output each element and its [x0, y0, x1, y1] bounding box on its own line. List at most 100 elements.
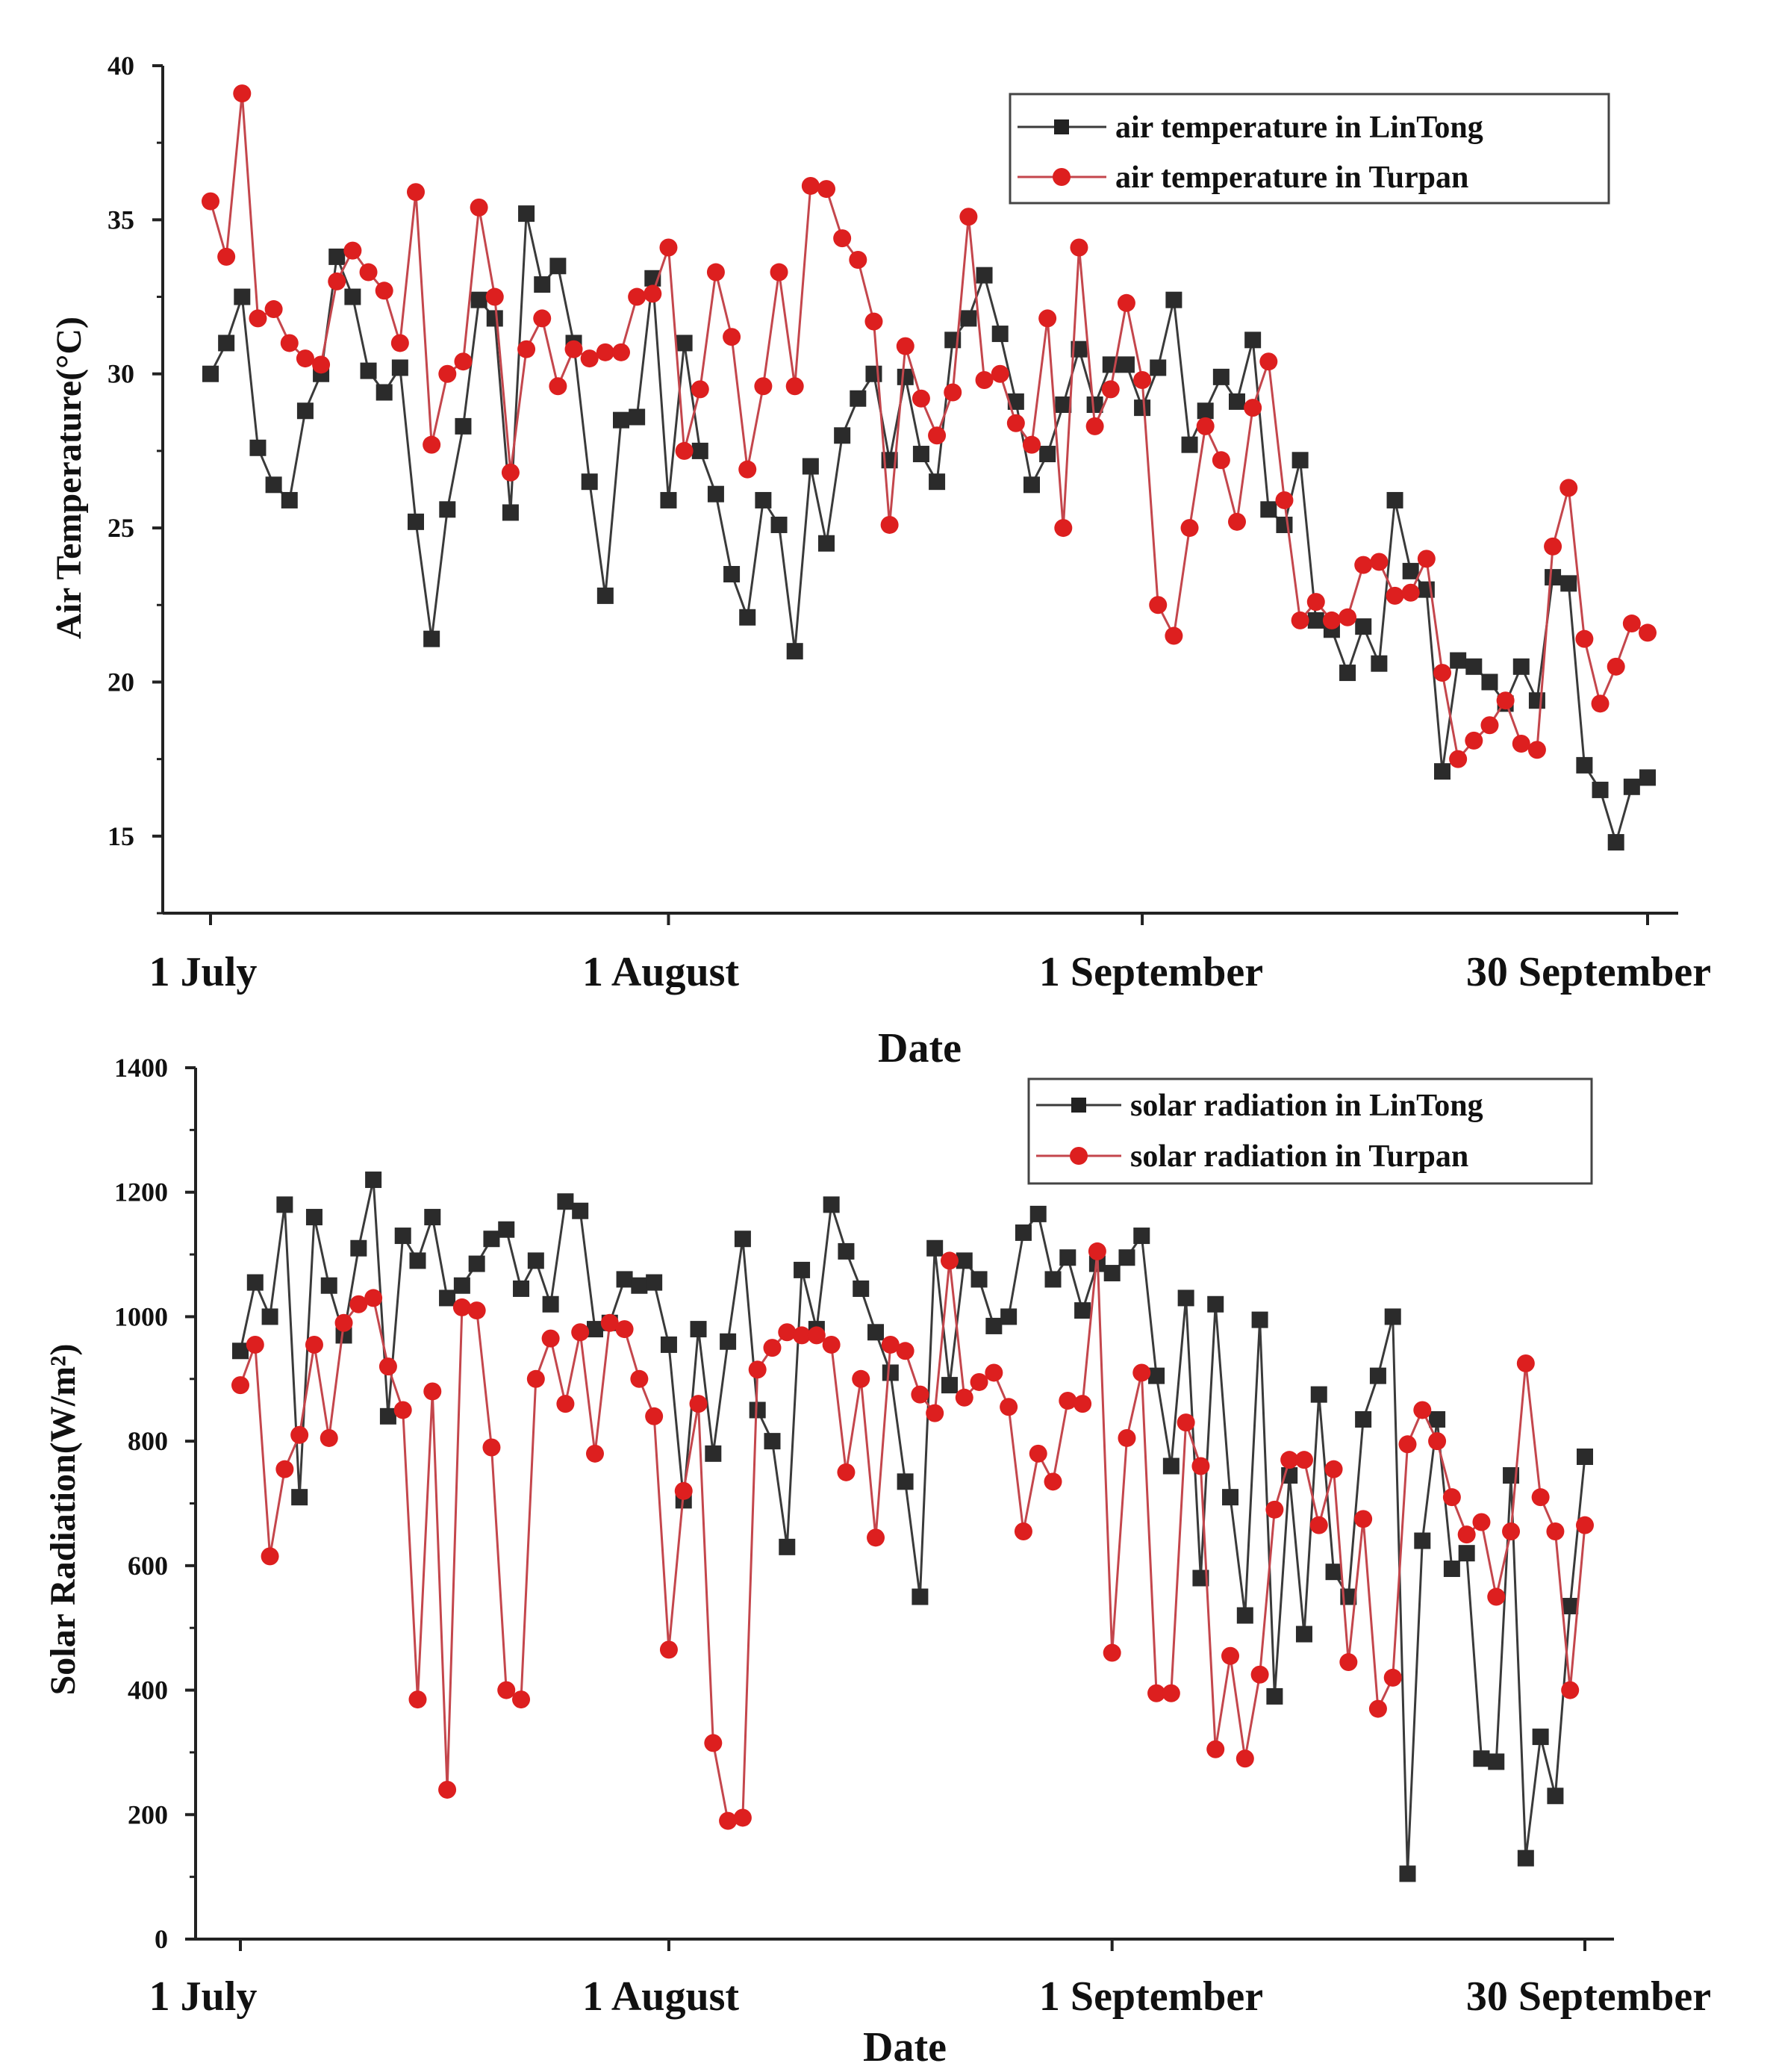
- turpan-data-point: [852, 1369, 870, 1388]
- lintong-data-point: [1251, 1311, 1268, 1328]
- lintong-data-point: [897, 368, 914, 385]
- turpan-data-point: [1368, 1699, 1387, 1718]
- lintong-data-point: [1339, 665, 1356, 682]
- turpan-data-point: [1006, 414, 1025, 432]
- turpan-data-point: [231, 1376, 249, 1395]
- turpan-data-point: [571, 1323, 590, 1342]
- turpan-data-point: [689, 1395, 708, 1413]
- lintong-data-point: [1260, 501, 1277, 518]
- turpan-data-point: [556, 1395, 575, 1413]
- turpan-data-point: [833, 229, 852, 248]
- turpan-data-point: [497, 1681, 516, 1699]
- turpan-data-point: [778, 1323, 797, 1342]
- turpan-data-point: [1132, 1363, 1151, 1382]
- lintong-data-point: [1465, 658, 1483, 675]
- lintong-data-point: [328, 248, 346, 265]
- turpan-data-point: [1228, 512, 1246, 531]
- solar-radiation-y-tick-label: 400: [128, 1676, 168, 1705]
- lintong-data-point: [486, 310, 503, 327]
- turpan-data-point: [378, 1357, 397, 1376]
- turpan-data-point: [1306, 593, 1325, 612]
- turpan-data-point: [438, 1780, 457, 1799]
- lintong-data-point: [1197, 402, 1214, 420]
- lintong-series-line: [239, 1179, 1586, 1874]
- lintong-data-point: [320, 1277, 337, 1294]
- turpan-data-point: [955, 1388, 973, 1407]
- air-temperature-y-tick-label: 40: [107, 51, 134, 81]
- lintong-data-point: [1044, 1271, 1062, 1288]
- turpan-data-point: [1417, 550, 1436, 568]
- air-temperature-x-tick-label: 1 July: [149, 949, 258, 995]
- lintong-data-point: [344, 288, 361, 305]
- turpan-data-point: [1386, 586, 1404, 605]
- lintong-data-point: [690, 1321, 707, 1338]
- lintong-data-point: [1386, 491, 1403, 508]
- lintong-data-point: [218, 335, 235, 352]
- turpan-data-point: [1324, 1460, 1343, 1478]
- lintong-data-point: [408, 513, 424, 530]
- turpan-data-point: [1398, 1435, 1417, 1454]
- turpan-data-point: [944, 383, 962, 402]
- turpan-data-point: [408, 1690, 427, 1709]
- turpan-data-point: [467, 1301, 486, 1320]
- lintong-data-point: [439, 1289, 456, 1307]
- turpan-data-point: [452, 1298, 471, 1316]
- lintong-data-point: [1229, 393, 1245, 410]
- turpan-data-point: [1354, 1510, 1373, 1528]
- turpan-data-point: [1023, 435, 1041, 454]
- air-temperature-x-tick-label: 1 August: [582, 949, 739, 995]
- turpan-data-point: [1309, 1516, 1328, 1534]
- lintong-data-point: [249, 439, 267, 456]
- turpan-data-point: [1561, 1681, 1580, 1699]
- lintong-data-point: [912, 446, 929, 463]
- turpan-data-point: [1070, 238, 1088, 257]
- lintong-data-point: [1276, 516, 1293, 533]
- turpan-data-point: [1029, 1444, 1047, 1463]
- turpan-data-point: [1101, 380, 1120, 399]
- lintong-data-point: [850, 390, 867, 407]
- turpan-data-point: [1250, 1665, 1269, 1684]
- turpan-data-point: [719, 1811, 738, 1830]
- turpan-data-point: [217, 247, 236, 266]
- lintong-data-point: [1103, 1265, 1121, 1282]
- turpan-data-point: [1575, 629, 1594, 648]
- lintong-data-point: [926, 1239, 944, 1257]
- lintong-data-point: [502, 504, 519, 521]
- lintong-data-point: [1325, 1564, 1342, 1581]
- lintong-data-point: [1562, 1598, 1579, 1615]
- solar-radiation-legend: solar radiation in LinTong solar radiati…: [1027, 1077, 1593, 1185]
- lintong-data-point: [394, 1228, 411, 1245]
- lintong-data-point: [534, 276, 551, 293]
- lintong-data-point: [970, 1271, 988, 1288]
- turpan-data-point: [585, 1444, 604, 1463]
- turpan-data-point: [645, 1407, 664, 1425]
- lintong-data-point: [409, 1252, 426, 1269]
- turpan-data-point: [280, 334, 299, 352]
- turpan-data-point: [801, 176, 820, 195]
- lintong-data-point: [1450, 652, 1467, 669]
- turpan-data-point: [1622, 615, 1641, 633]
- lintong-data-point: [1528, 692, 1545, 709]
- lintong-data-point: [291, 1489, 308, 1506]
- air-temperature-chart: Air Temperature(°C) Date 15 20 25 30 35 40 1 …: [49, 51, 1711, 1071]
- lintong-data-point: [1133, 1228, 1150, 1245]
- turpan-data-point: [1339, 608, 1357, 626]
- turpan-data-point: [1236, 1749, 1254, 1768]
- turpan-data-point: [407, 183, 425, 202]
- lintong-data-point: [764, 1433, 781, 1450]
- lintong-data-point: [1059, 1249, 1076, 1266]
- lintong-data-point: [542, 1295, 559, 1313]
- lintong-data-point: [867, 1324, 885, 1341]
- lintong-data-point: [1000, 1308, 1018, 1325]
- turpan-data-point: [1322, 611, 1341, 629]
- air-temperature-x-tick-label: 1 September: [1039, 949, 1263, 995]
- lintong-data-point: [586, 1321, 603, 1338]
- lintong-data-point: [929, 473, 946, 491]
- lintong-data-point: [1402, 562, 1419, 579]
- lintong-data-point: [941, 1377, 958, 1394]
- lintong-data-point: [802, 458, 819, 475]
- lintong-data-point: [376, 384, 393, 401]
- lintong-data-point: [1414, 1532, 1431, 1549]
- turpan-data-point: [261, 1547, 279, 1566]
